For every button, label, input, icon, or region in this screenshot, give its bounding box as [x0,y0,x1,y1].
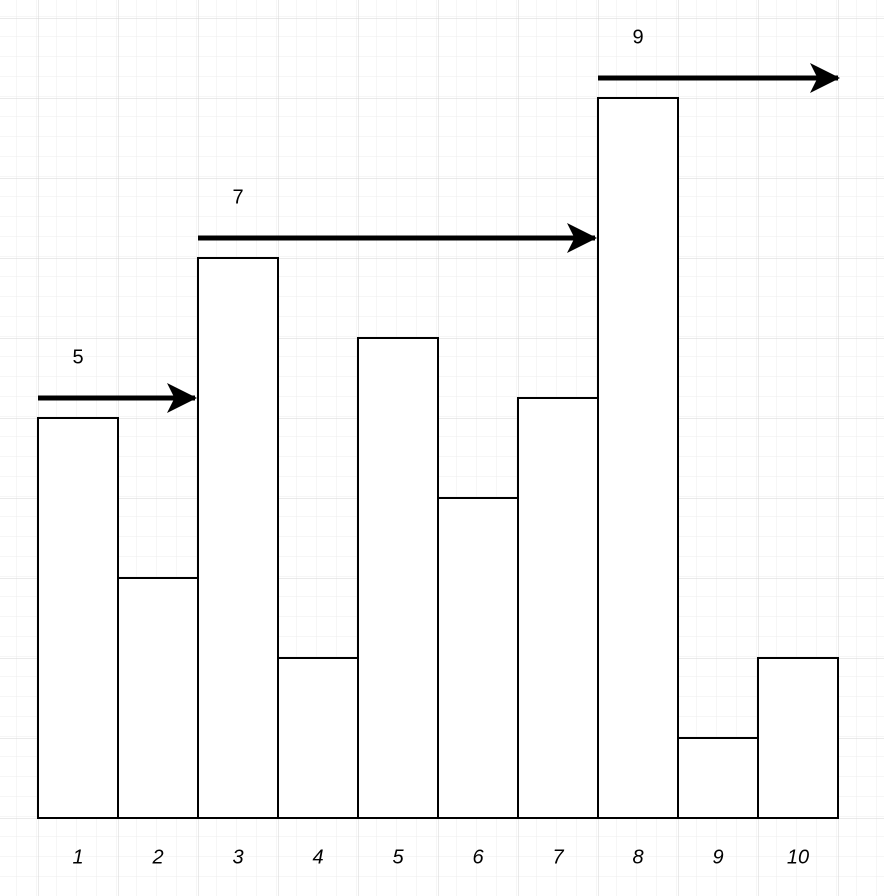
category-label: 8 [632,846,643,868]
bar [757,657,839,819]
category-label: 6 [472,846,484,868]
bar [437,497,519,819]
arrow-label: 7 [232,186,243,208]
bar [597,97,679,819]
category-label: 5 [392,846,404,868]
bar [197,257,279,819]
category-label: 7 [552,846,564,868]
category-label: 9 [712,846,723,868]
arrow-label: 5 [72,346,83,368]
category-label: 10 [787,846,809,868]
bar [517,397,599,819]
category-label: 3 [232,846,243,868]
category-label: 2 [151,846,163,868]
bar [117,577,199,819]
category-label: 4 [312,846,323,868]
category-label: 1 [72,846,83,868]
bar [677,737,759,819]
arrow-label: 9 [632,26,643,48]
bar [277,657,359,819]
bar [37,417,119,819]
bar [357,337,439,819]
